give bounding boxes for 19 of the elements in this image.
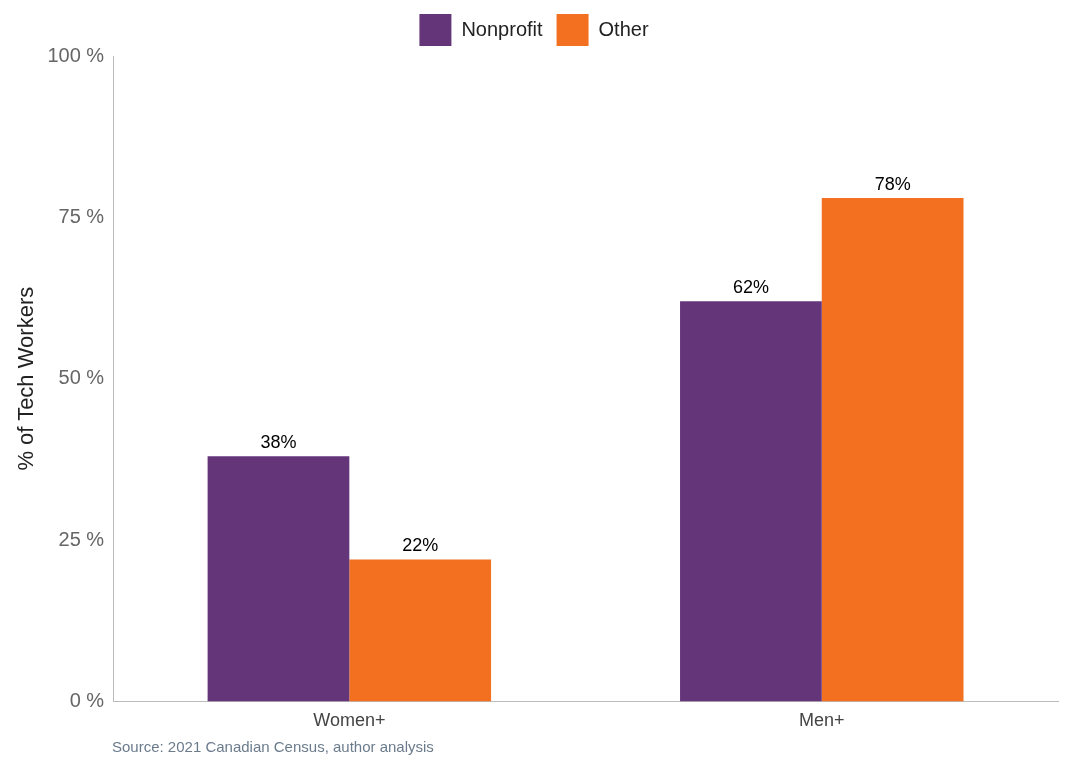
y-tick-label: 0 % <box>69 688 105 711</box>
y-axis-title: % of Tech Workers <box>13 286 39 471</box>
data-label: 38% <box>260 432 297 453</box>
bar <box>207 456 350 702</box>
source-note: Source: 2021 Canadian Census, author analysis <box>112 738 434 755</box>
y-tick-label: 25 % <box>58 527 105 550</box>
data-label: 22% <box>402 535 439 556</box>
bar <box>349 559 492 702</box>
y-tick-label: 100 % <box>47 43 105 66</box>
bar <box>680 301 822 702</box>
x-tick-label: Men+ <box>799 710 845 731</box>
data-label: 62% <box>732 277 769 298</box>
bar <box>821 197 964 702</box>
data-label: 78% <box>874 173 911 194</box>
legend-label: Other <box>598 17 649 40</box>
x-tick-label: Women+ <box>313 710 386 731</box>
legend-label: Nonprofit <box>461 17 544 40</box>
y-tick-label: 50 % <box>58 366 105 389</box>
y-tick-label: 75 % <box>58 204 105 227</box>
